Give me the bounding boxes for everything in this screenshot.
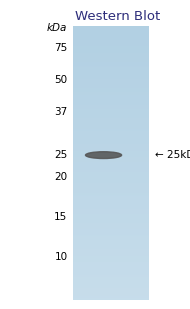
Text: Western Blot: Western Blot — [75, 11, 160, 23]
Text: 25: 25 — [54, 150, 67, 160]
Text: 15: 15 — [54, 212, 67, 222]
Text: ← 25kDa: ← 25kDa — [155, 150, 190, 160]
Text: 37: 37 — [54, 107, 67, 117]
Text: 10: 10 — [54, 252, 67, 262]
Text: 20: 20 — [54, 172, 67, 182]
Text: 50: 50 — [54, 75, 67, 85]
Ellipse shape — [86, 152, 122, 159]
Text: kDa: kDa — [47, 23, 67, 33]
Text: 75: 75 — [54, 43, 67, 53]
